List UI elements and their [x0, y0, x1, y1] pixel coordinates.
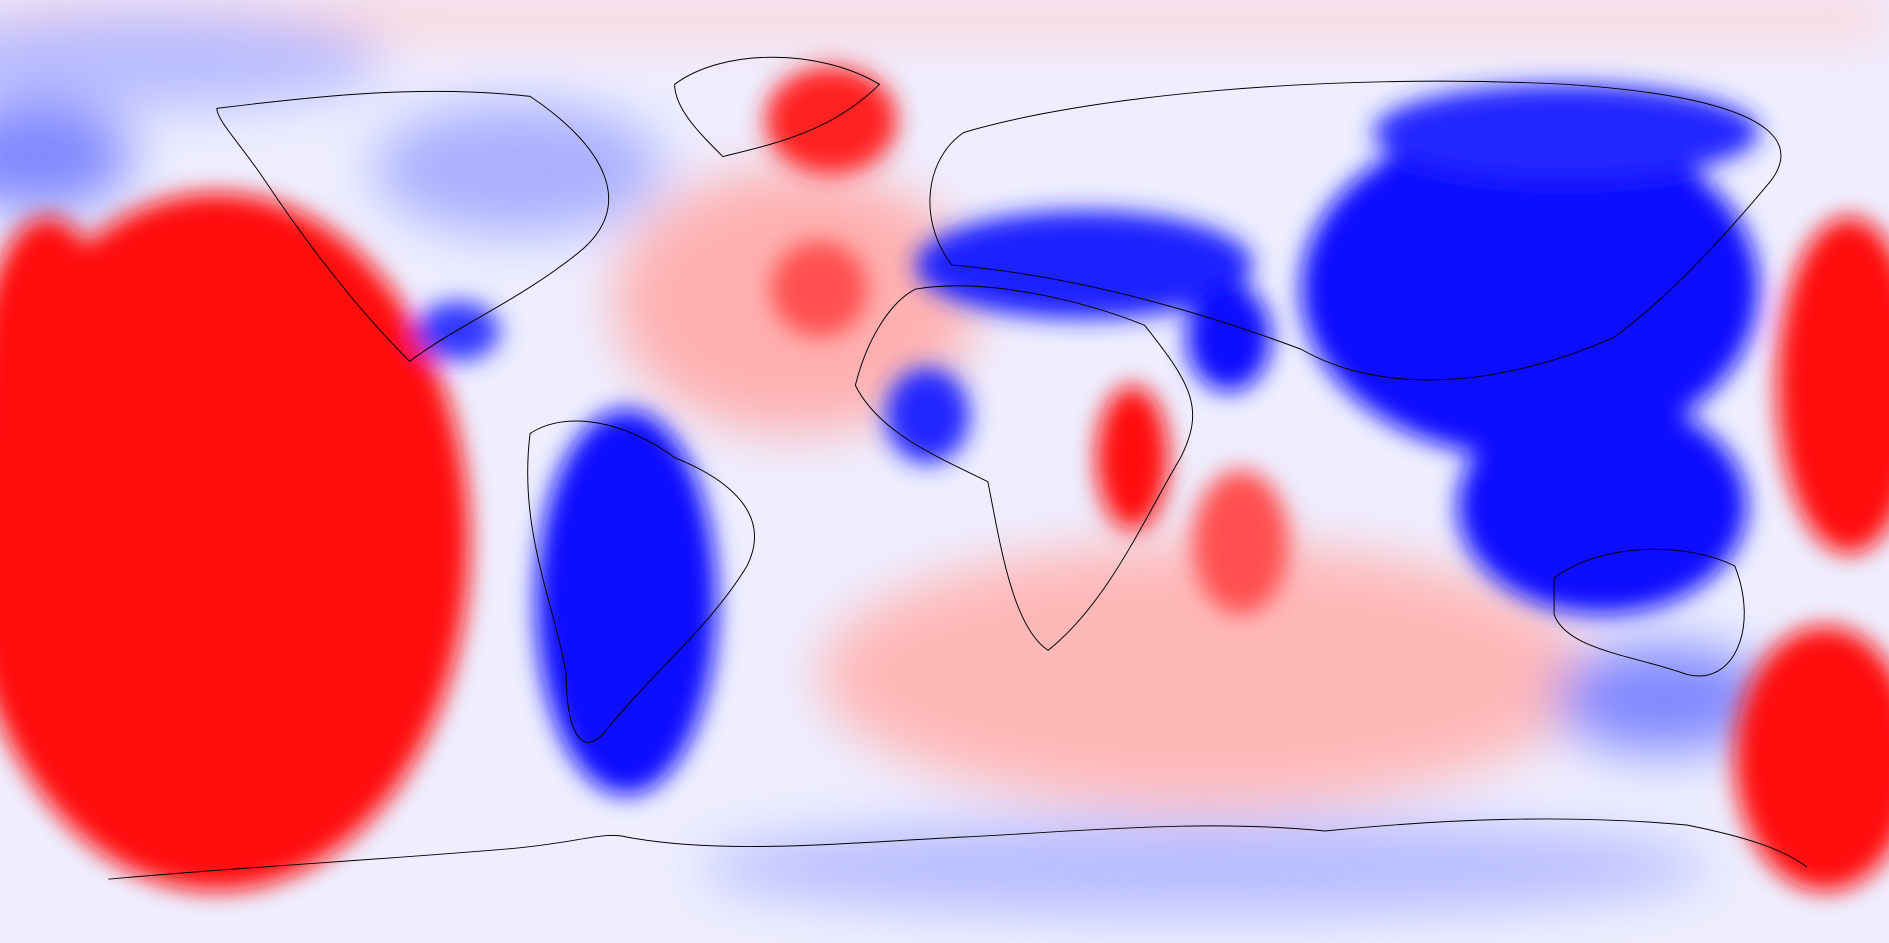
pacific-east-anomaly	[1776, 216, 1889, 554]
madagascar-anomaly	[1192, 469, 1290, 615]
north-america-coast	[216, 90, 610, 362]
east-africa-anomaly	[1096, 385, 1169, 530]
new-zealand-anomaly	[1734, 626, 1889, 892]
antarctica-coast	[108, 818, 1808, 880]
pacific-west-anomaly	[0, 216, 121, 579]
greenland-coast	[674, 56, 881, 158]
atlantic-core	[771, 240, 868, 338]
antarctic-anomaly	[698, 818, 1711, 916]
australia-coast	[1553, 548, 1745, 677]
arabia-anomaly	[1186, 283, 1271, 392]
siberia-anomaly	[1373, 84, 1759, 181]
canada-anomaly	[373, 102, 663, 235]
europe-anomaly	[915, 210, 1253, 320]
southeast-asia-anomaly	[1457, 397, 1747, 615]
south-indian-anomaly	[819, 541, 1591, 807]
arctic-anomaly	[0, 12, 386, 109]
eurasia-coast	[929, 80, 1782, 381]
field-core	[0, 66, 1889, 892]
west-africa-anomaly	[885, 367, 970, 464]
south-america-anomaly	[536, 409, 717, 795]
asia-anomaly	[1301, 120, 1759, 458]
coastlines	[108, 56, 1808, 880]
south-america-coast	[527, 420, 755, 743]
pacific-north-anomaly	[0, 102, 133, 211]
mexico-anomaly	[415, 301, 500, 362]
africa-coast	[854, 285, 1194, 651]
